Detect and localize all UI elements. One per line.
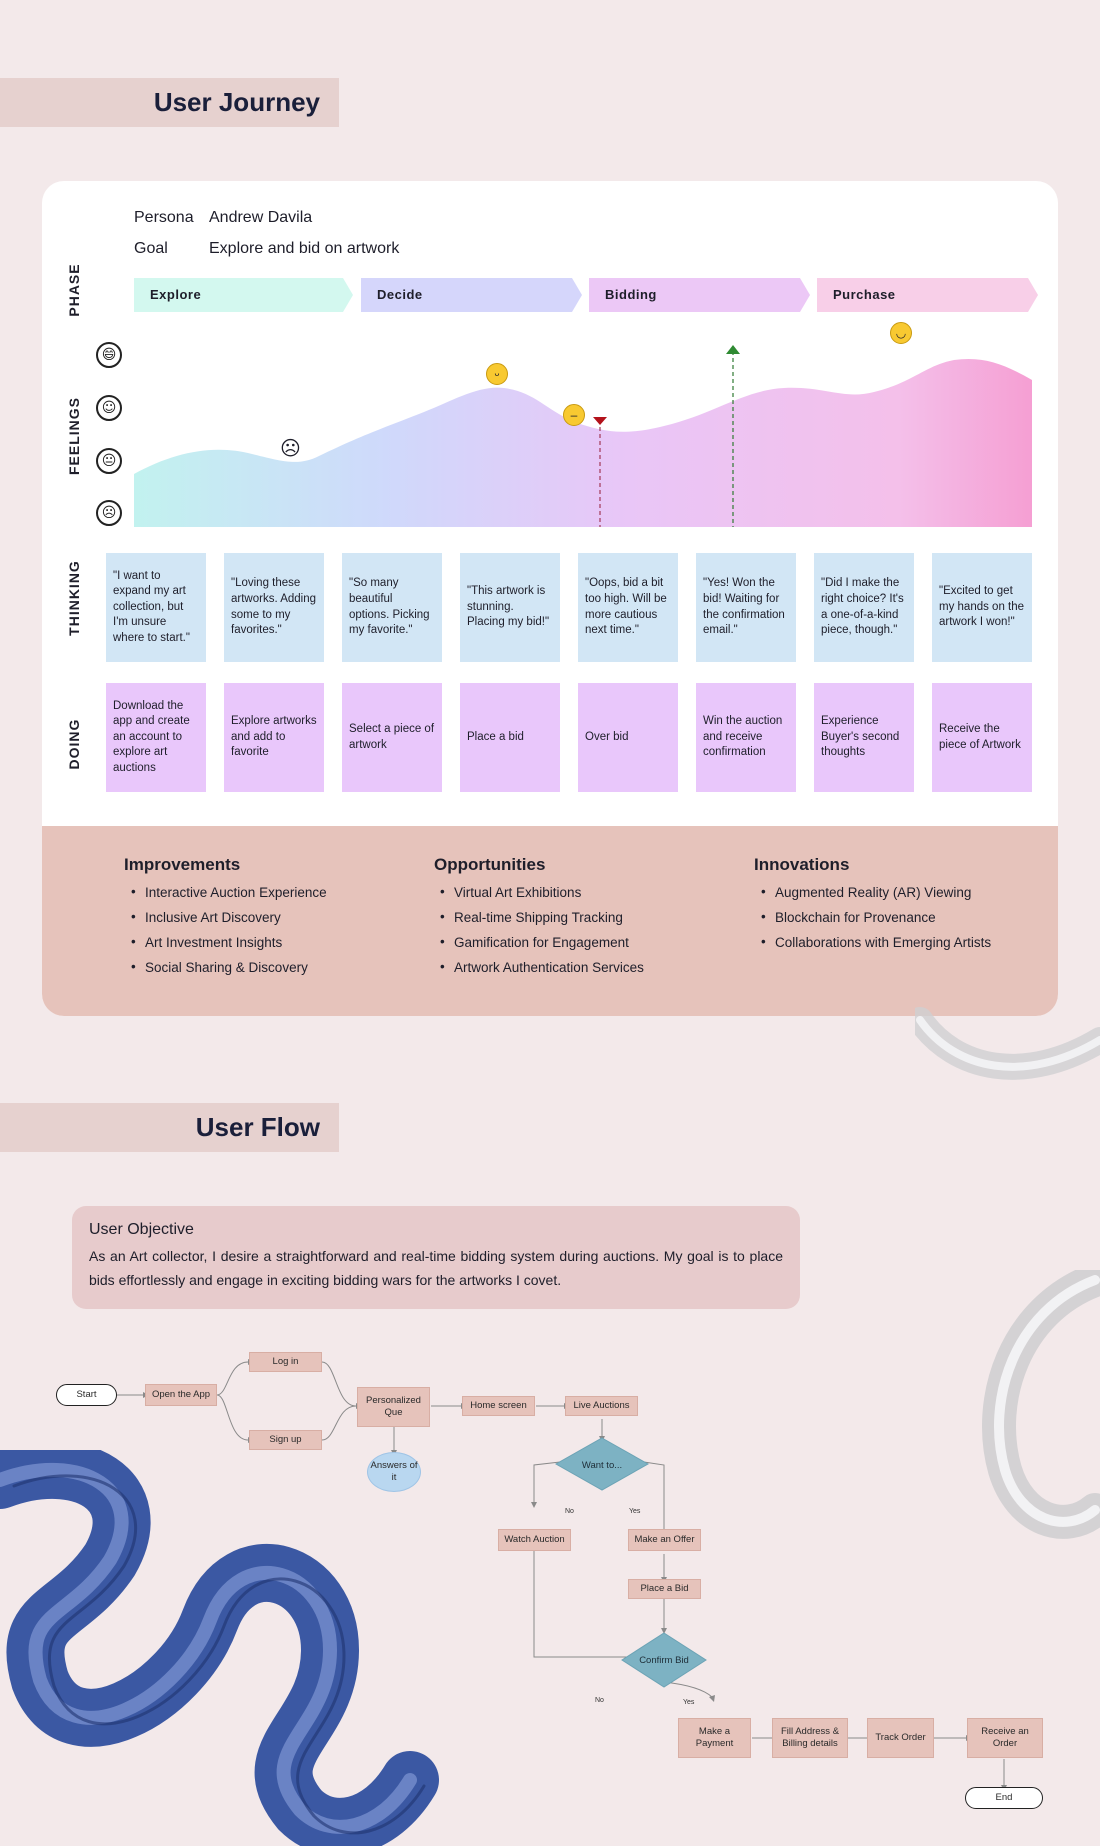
flow-node-confirm-bid: Confirm Bid [639, 1654, 689, 1666]
doing-card-7: Experience Buyer's second thoughts [814, 683, 914, 792]
flow-node-open-app: Open the App [145, 1384, 217, 1406]
journey-section-tag: User Journey [0, 78, 339, 127]
row-label-phase: PHASE [66, 263, 82, 317]
flow-node-personalized: Personalized Que [357, 1387, 430, 1427]
innovations-title: Innovations [754, 855, 850, 874]
confirm-diamond [621, 1632, 707, 1688]
flow-title: User Flow [195, 1112, 320, 1142]
flow-node-place-bid: Place a Bid [628, 1579, 701, 1599]
flow-node-make-payment: Make a Payment [678, 1718, 751, 1758]
innovations-list: Augmented Reality (AR) Viewing Blockchai… [761, 884, 991, 960]
phase-bidding: Bidding [589, 278, 810, 312]
persona-value: Andrew Davila [209, 209, 313, 226]
objective-title: User Objective [89, 1221, 194, 1238]
thinking-card-4: "This artwork is stunning. Placing my bi… [460, 553, 560, 662]
doing-card-4: Place a bid [460, 683, 560, 792]
flow-node-end: End [965, 1787, 1043, 1809]
list-item: Art Investment Insights [131, 934, 327, 960]
thinking-card-7: "Did I make the right choice? It's a one… [814, 553, 914, 662]
edge-label-no-2: No [595, 1697, 604, 1704]
list-item: Inclusive Art Discovery [131, 909, 327, 935]
flow-node-signup: Sign up [249, 1430, 322, 1450]
flow-node-live-auctions: Live Auctions [565, 1396, 638, 1416]
persona-label: Persona [134, 209, 194, 226]
feelings-curve [134, 345, 1032, 527]
glass-ring-decoration [915, 1007, 1100, 1080]
thinking-card-3: "So many beautiful options. Picking my f… [342, 553, 442, 662]
thinking-card-5: "Oops, bid a bit too high. Will be more … [578, 553, 678, 662]
flow-node-start: Start [56, 1384, 117, 1406]
edge-label-yes-2: Yes [683, 1699, 695, 1706]
opportunities-title: Opportunities [434, 855, 546, 874]
row-label-feelings: FEELINGS [66, 397, 82, 476]
flow-node-fill-address: Fill Address & Billing details [772, 1718, 848, 1758]
brush-swirl-decoration [0, 1450, 439, 1846]
neutral-emoji-icon: – [563, 404, 585, 426]
list-item: Collaborations with Emerging Artists [761, 934, 991, 960]
flow-node-want-to: Want to... [581, 1459, 623, 1471]
phase-purchase: Purchase [817, 278, 1038, 312]
doing-card-2: Explore artworks and add to favorite [224, 683, 324, 792]
smile-emoji-icon: ᵕ [486, 363, 508, 385]
phase-explore: Explore [134, 278, 353, 312]
glass-ring-decoration-right [982, 1270, 1100, 1539]
opportunities-list: Virtual Art Exhibitions Real-time Shippi… [440, 884, 644, 985]
flow-node-make-offer: Make an Offer [628, 1529, 701, 1551]
flow-node-home: Home screen [462, 1396, 535, 1416]
very-happy-face-icon: 😄 [96, 342, 122, 368]
list-item: Augmented Reality (AR) Viewing [761, 884, 991, 910]
improvements-title: Improvements [124, 855, 241, 874]
goal-value: Explore and bid on artwork [209, 240, 400, 257]
list-item: Interactive Auction Experience [131, 884, 327, 910]
doing-card-5: Over bid [578, 683, 678, 792]
thinking-card-8: "Excited to get my hands on the artwork … [932, 553, 1032, 662]
thinking-card-1: "I want to expand my art collection, but… [106, 553, 206, 662]
edge-label-yes: Yes [629, 1508, 641, 1515]
list-item: Blockchain for Provenance [761, 909, 991, 935]
phase-decide: Decide [361, 278, 582, 312]
grin-emoji-icon: ◡ [890, 322, 912, 344]
user-objective-box: User Objective As an Art collector, I de… [72, 1206, 800, 1309]
flow-section-tag: User Flow [0, 1103, 339, 1152]
edge-label-no: No [565, 1508, 574, 1515]
doing-card-1: Download the app and create an account t… [106, 683, 206, 792]
happy-face-icon: ☺ [96, 395, 122, 421]
doing-card-8: Receive the piece of Artwork [932, 683, 1032, 792]
flow-node-login: Log in [249, 1352, 322, 1372]
list-item: Gamification for Engagement [440, 934, 644, 960]
objective-text: As an Art collector, I desire a straight… [89, 1248, 783, 1288]
flow-node-track-order: Track Order [867, 1718, 934, 1758]
sad-face-icon: ☹ [96, 500, 122, 526]
neutral-face-icon: 😐 [96, 448, 122, 474]
thinking-card-6: "Yes! Won the bid! Waiting for the confi… [696, 553, 796, 662]
flow-connectors [117, 1359, 1007, 1791]
row-label-thinking: THINKING [66, 560, 82, 636]
thinking-card-2: "Loving these artworks. Adding some to m… [224, 553, 324, 662]
doing-card-6: Win the auction and receive confirmation [696, 683, 796, 792]
improvements-list: Interactive Auction Experience Inclusive… [131, 884, 327, 985]
list-item: Social Sharing & Discovery [131, 959, 327, 985]
frown-emoji-icon: ☹ [280, 436, 301, 460]
flow-node-watch-auction: Watch Auction [498, 1529, 571, 1551]
doing-card-3: Select a piece of artwork [342, 683, 442, 792]
decision-diamond [554, 1437, 650, 1491]
journey-title: User Journey [153, 87, 320, 117]
flow-node-answers: Answers of it [367, 1452, 421, 1492]
row-label-doing: DOING [66, 718, 82, 770]
list-item: Real-time Shipping Tracking [440, 909, 644, 935]
goal-label: Goal [134, 240, 168, 257]
list-item: Artwork Authentication Services [440, 959, 644, 985]
list-item: Virtual Art Exhibitions [440, 884, 644, 910]
flow-node-receive-order: Receive an Order [967, 1718, 1043, 1758]
